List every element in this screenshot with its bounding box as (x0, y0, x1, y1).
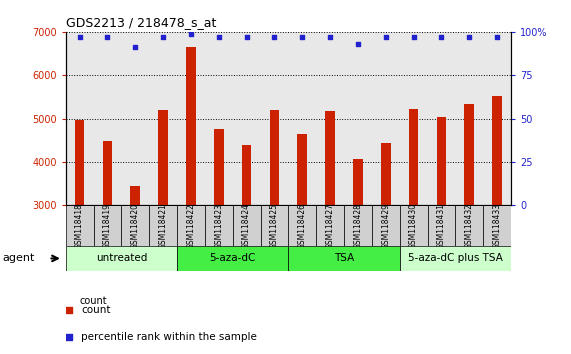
Point (465, 34, 474, 40)
Bar (242, 144, 251, 205)
Text: untreated: untreated (96, 253, 147, 263)
Point (325, 34, 335, 40)
Bar (122, 205, 149, 246)
Text: GSM118425: GSM118425 (270, 203, 279, 249)
Text: TSA: TSA (334, 253, 354, 263)
Bar (177, 246, 288, 271)
Bar (75, 120, 85, 205)
Bar (130, 186, 140, 205)
Bar (381, 143, 391, 205)
Bar (483, 205, 511, 246)
Text: GSM118432: GSM118432 (465, 203, 474, 249)
Bar (372, 205, 400, 246)
Bar (316, 205, 344, 246)
Bar (177, 205, 205, 246)
Text: GSM118429: GSM118429 (381, 203, 391, 249)
Text: GSM118420: GSM118420 (131, 203, 140, 249)
Bar (325, 111, 335, 205)
Point (75, 34, 84, 40)
Text: GSM118430: GSM118430 (409, 202, 418, 249)
Bar (94, 205, 122, 246)
Text: GSM118431: GSM118431 (437, 203, 446, 249)
Bar (158, 110, 168, 205)
Bar (464, 104, 474, 205)
Text: count: count (82, 305, 111, 315)
Text: GSM118433: GSM118433 (493, 202, 502, 249)
Bar (437, 117, 447, 205)
Bar (428, 205, 456, 246)
Bar (400, 205, 428, 246)
Bar (297, 134, 307, 205)
Bar (186, 47, 196, 205)
Point (103, 34, 112, 40)
Text: GSM118424: GSM118424 (242, 203, 251, 249)
Text: agent: agent (3, 253, 35, 263)
Bar (400, 246, 511, 271)
Point (270, 34, 279, 40)
Bar (214, 130, 224, 205)
Bar (288, 246, 400, 271)
Point (297, 34, 307, 40)
Bar (456, 205, 483, 246)
Text: GSM118422: GSM118422 (186, 203, 195, 249)
Bar (353, 159, 363, 205)
Text: GSM118426: GSM118426 (297, 203, 307, 249)
Bar (103, 141, 112, 205)
Text: GDS2213 / 218478_s_at: GDS2213 / 218478_s_at (66, 16, 216, 29)
Point (242, 34, 251, 40)
Text: GSM118428: GSM118428 (353, 203, 363, 249)
Bar (260, 205, 288, 246)
Text: GSM118421: GSM118421 (159, 203, 168, 249)
Text: 5-aza-dC: 5-aza-dC (210, 253, 256, 263)
Bar (288, 205, 316, 246)
Bar (270, 110, 279, 205)
Point (186, 31, 195, 36)
Point (437, 34, 446, 40)
Point (409, 34, 418, 40)
Bar (66, 246, 177, 271)
Bar (205, 205, 233, 246)
Text: GSM118419: GSM118419 (103, 203, 112, 249)
Point (381, 34, 391, 40)
Bar (149, 205, 177, 246)
Point (353, 41, 363, 47)
Point (493, 34, 502, 40)
Point (131, 45, 140, 50)
Text: count: count (80, 296, 107, 306)
Point (214, 34, 223, 40)
Text: GSM118427: GSM118427 (325, 203, 335, 249)
Bar (409, 109, 419, 205)
Bar (492, 96, 502, 205)
Text: GSM118423: GSM118423 (214, 203, 223, 249)
Point (159, 34, 168, 40)
Bar (344, 205, 372, 246)
Point (230, 229, 239, 235)
Text: 5-aza-dC plus TSA: 5-aza-dC plus TSA (408, 253, 503, 263)
Text: GSM118418: GSM118418 (75, 203, 84, 249)
Bar (233, 205, 260, 246)
Text: percentile rank within the sample: percentile rank within the sample (82, 332, 258, 342)
Bar (66, 205, 94, 246)
